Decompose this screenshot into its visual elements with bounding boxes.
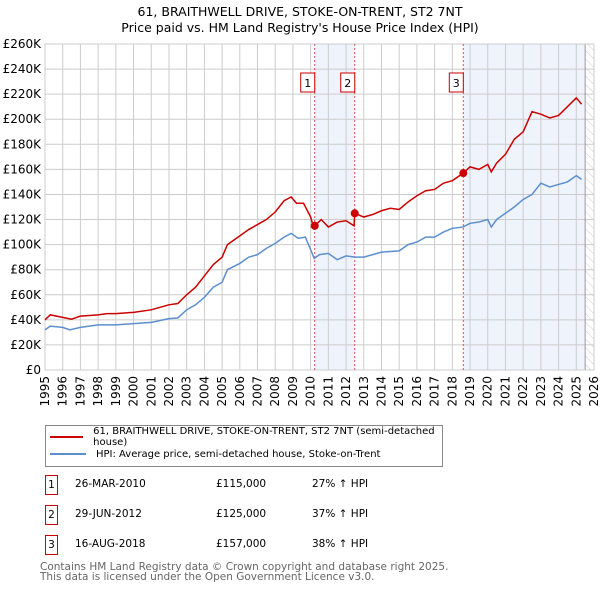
x-tick-label: 2012: [339, 376, 353, 407]
sale-label: 1: [304, 77, 311, 90]
property-price-line: [44, 96, 583, 321]
footer-copyright: Contains HM Land Registry data © Crown c…: [40, 561, 449, 573]
sale-label-box: [300, 72, 316, 93]
x-tick-label: 2007: [251, 376, 265, 407]
legend-line-red: [50, 436, 84, 438]
x-tick-label: 1997: [73, 376, 87, 407]
x-tick-label: 2000: [127, 376, 141, 407]
footer: Contains HM Land Registry data © Crown c…: [40, 561, 449, 583]
sale-label: 3: [453, 77, 460, 90]
x-tick-label: 2025: [569, 376, 583, 407]
x-tick-label: 1999: [109, 376, 123, 407]
shaded-period: [314, 44, 355, 370]
sale-label-box: [340, 72, 356, 93]
x-tick-label: 2015: [392, 376, 406, 407]
x-tick-label: 2002: [162, 376, 176, 407]
y-tick-label: £120K: [3, 213, 43, 227]
transaction-date: 26-MAR-2010: [75, 478, 146, 490]
hpi-line: [44, 174, 583, 331]
chart-subtitle: Price paid vs. HM Land Registry's House …: [121, 20, 479, 35]
footer-licence: This data is licensed under the Open Gov…: [40, 571, 375, 583]
transaction-price: £125,000: [216, 508, 267, 520]
sale-point: [350, 209, 359, 218]
transaction-number: 2: [45, 505, 58, 525]
y-tick-label: £200K: [3, 112, 43, 126]
x-tick-label: 2017: [428, 376, 442, 407]
x-tick-label: 2021: [498, 376, 512, 407]
x-tick-label: 2005: [215, 376, 229, 407]
y-tick-label: £140K: [3, 187, 43, 201]
x-tick-label: 2011: [321, 376, 335, 407]
transaction-hpi-change: 27% ↑ HPI: [312, 478, 369, 490]
y-tick-label: £60K: [10, 288, 42, 302]
y-tick-label: £80K: [10, 263, 42, 277]
shaded-period: [463, 44, 586, 370]
y-tick-label: £220K: [3, 87, 43, 101]
x-tick-label: 2023: [534, 376, 548, 407]
x-tick-label: 2018: [445, 376, 459, 407]
legend-label-hpi: HPI: Average price, semi-detached house,…: [96, 448, 381, 460]
transaction-date: 16-AUG-2018: [75, 538, 146, 550]
x-tick-label: 2020: [481, 376, 495, 407]
transaction-number: 1: [45, 475, 58, 495]
y-tick-label: £240K: [3, 62, 43, 76]
legend-item-property: 61, BRAITHWELL DRIVE, STOKE-ON-TRENT, ST…: [46, 426, 442, 448]
legend-line-blue: [50, 453, 86, 455]
x-tick-label: 2003: [180, 376, 194, 407]
sale-point: [459, 169, 468, 178]
transaction-number: 3: [45, 535, 58, 555]
x-tick-label: 1998: [91, 376, 105, 407]
x-tick-label: 2010: [304, 376, 318, 407]
x-tick-label: 2024: [552, 376, 566, 407]
y-tick-label: £180K: [3, 137, 43, 151]
y-tick-label: £160K: [3, 162, 43, 176]
y-tick-label: £260K: [3, 37, 43, 51]
y-tick-label: £40K: [10, 313, 42, 327]
x-tick-label: 2006: [233, 376, 247, 407]
x-tick-label: 2019: [463, 376, 477, 407]
x-tick-label: 2022: [516, 376, 530, 407]
x-tick-label: 1996: [56, 376, 70, 407]
transaction-price: £115,000: [216, 478, 267, 490]
x-tick-label: 1995: [38, 376, 52, 407]
y-tick-label: £20K: [10, 338, 42, 352]
y-tick-label: £0: [26, 363, 41, 377]
transaction-price: £157,000: [216, 538, 267, 550]
legend: 61, BRAITHWELL DRIVE, STOKE-ON-TRENT, ST…: [45, 425, 443, 467]
x-tick-label: 2016: [410, 376, 424, 407]
x-tick-label: 2008: [268, 376, 282, 407]
transaction-hpi-change: 37% ↑ HPI: [312, 508, 369, 520]
chart-title: 61, BRAITHWELL DRIVE, STOKE-ON-TRENT, ST…: [137, 4, 463, 19]
transaction-hpi-change: 38% ↑ HPI: [312, 538, 369, 550]
transaction-date: 29-JUN-2012: [75, 508, 142, 520]
x-tick-label: 2009: [286, 376, 300, 407]
legend-item-hpi: HPI: Average price, semi-detached house,…: [46, 446, 380, 462]
y-tick-label: £100K: [3, 238, 43, 252]
x-tick-label: 2004: [197, 376, 211, 407]
sale-label-box: [448, 72, 464, 93]
sale-point: [310, 221, 319, 230]
plot-border: [44, 43, 595, 371]
price-chart: £0 £20K £40K £60K £80K £100K £120K £140K £160K £1…: [3, 37, 600, 407]
forecast-hatch: [585, 44, 594, 370]
x-tick-label: 2001: [144, 376, 158, 407]
sale-label: 2: [344, 77, 351, 90]
x-tick-label: 2026: [587, 376, 600, 407]
x-tick-label: 2014: [374, 376, 388, 407]
legend-label-property: 61, BRAITHWELL DRIVE, STOKE-ON-TRENT, ST…: [93, 426, 435, 448]
x-tick-label: 2013: [357, 376, 371, 407]
